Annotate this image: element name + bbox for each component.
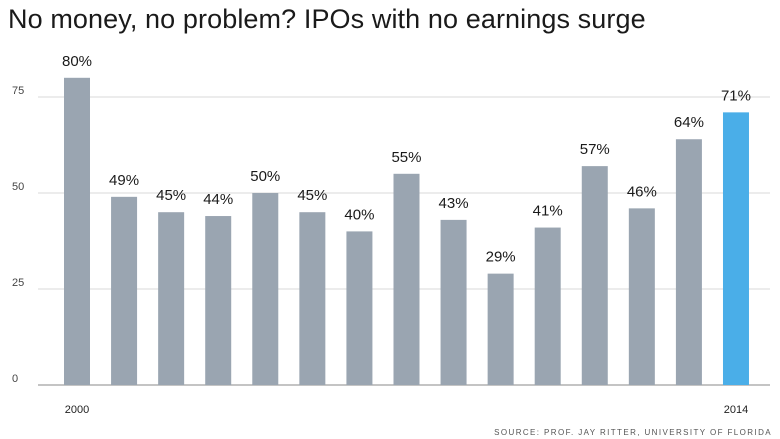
- bar: [205, 216, 232, 385]
- data-labels: 80% 49% 45% 44% 50% 45% 40% 55% 43% 29% 41% 57% 46% 6…: [62, 53, 751, 266]
- bar: [252, 193, 279, 385]
- bars: [64, 77, 749, 386]
- data-label: 41%: [533, 203, 563, 220]
- bar: [346, 231, 373, 385]
- bar: [675, 139, 702, 385]
- x-tick-label: 2000: [65, 404, 89, 416]
- source-note: SOURCE: PROF. JAY RITTER, UNIVERSITY OF …: [494, 428, 772, 437]
- data-label: 43%: [439, 195, 469, 212]
- x-axis-ticks: 2000 2014: [65, 404, 748, 416]
- data-label: 45%: [297, 187, 327, 204]
- y-tick-label: 50: [12, 181, 24, 193]
- bar: [393, 173, 420, 385]
- bar: [722, 112, 749, 386]
- data-label: 64%: [674, 114, 704, 131]
- bar: [628, 208, 655, 385]
- bar: [487, 273, 514, 385]
- data-label: 45%: [156, 187, 186, 204]
- chart-title: No money, no problem? IPOs with no earni…: [8, 4, 646, 34]
- data-label: 71%: [721, 87, 751, 104]
- data-label: 40%: [344, 206, 374, 223]
- data-label: 49%: [109, 172, 139, 189]
- bar: [299, 212, 326, 385]
- data-label: 44%: [203, 191, 233, 208]
- data-label: 55%: [391, 149, 421, 166]
- data-label: 50%: [250, 168, 280, 185]
- data-label: 46%: [627, 183, 657, 200]
- data-label: 80%: [62, 53, 92, 70]
- x-tick-label: 2014: [724, 404, 748, 416]
- bar: [64, 77, 90, 386]
- bar: [534, 227, 561, 385]
- y-tick-label: 0: [12, 373, 18, 385]
- bar: [158, 212, 185, 385]
- data-label: 29%: [486, 249, 516, 266]
- y-tick-label: 75: [12, 85, 24, 97]
- y-axis-ticks: 0 25 50 75: [12, 85, 24, 385]
- bar: [581, 166, 608, 385]
- bar: [111, 196, 138, 385]
- data-label: 57%: [580, 141, 610, 158]
- bar: [440, 219, 467, 385]
- y-tick-label: 25: [12, 277, 24, 289]
